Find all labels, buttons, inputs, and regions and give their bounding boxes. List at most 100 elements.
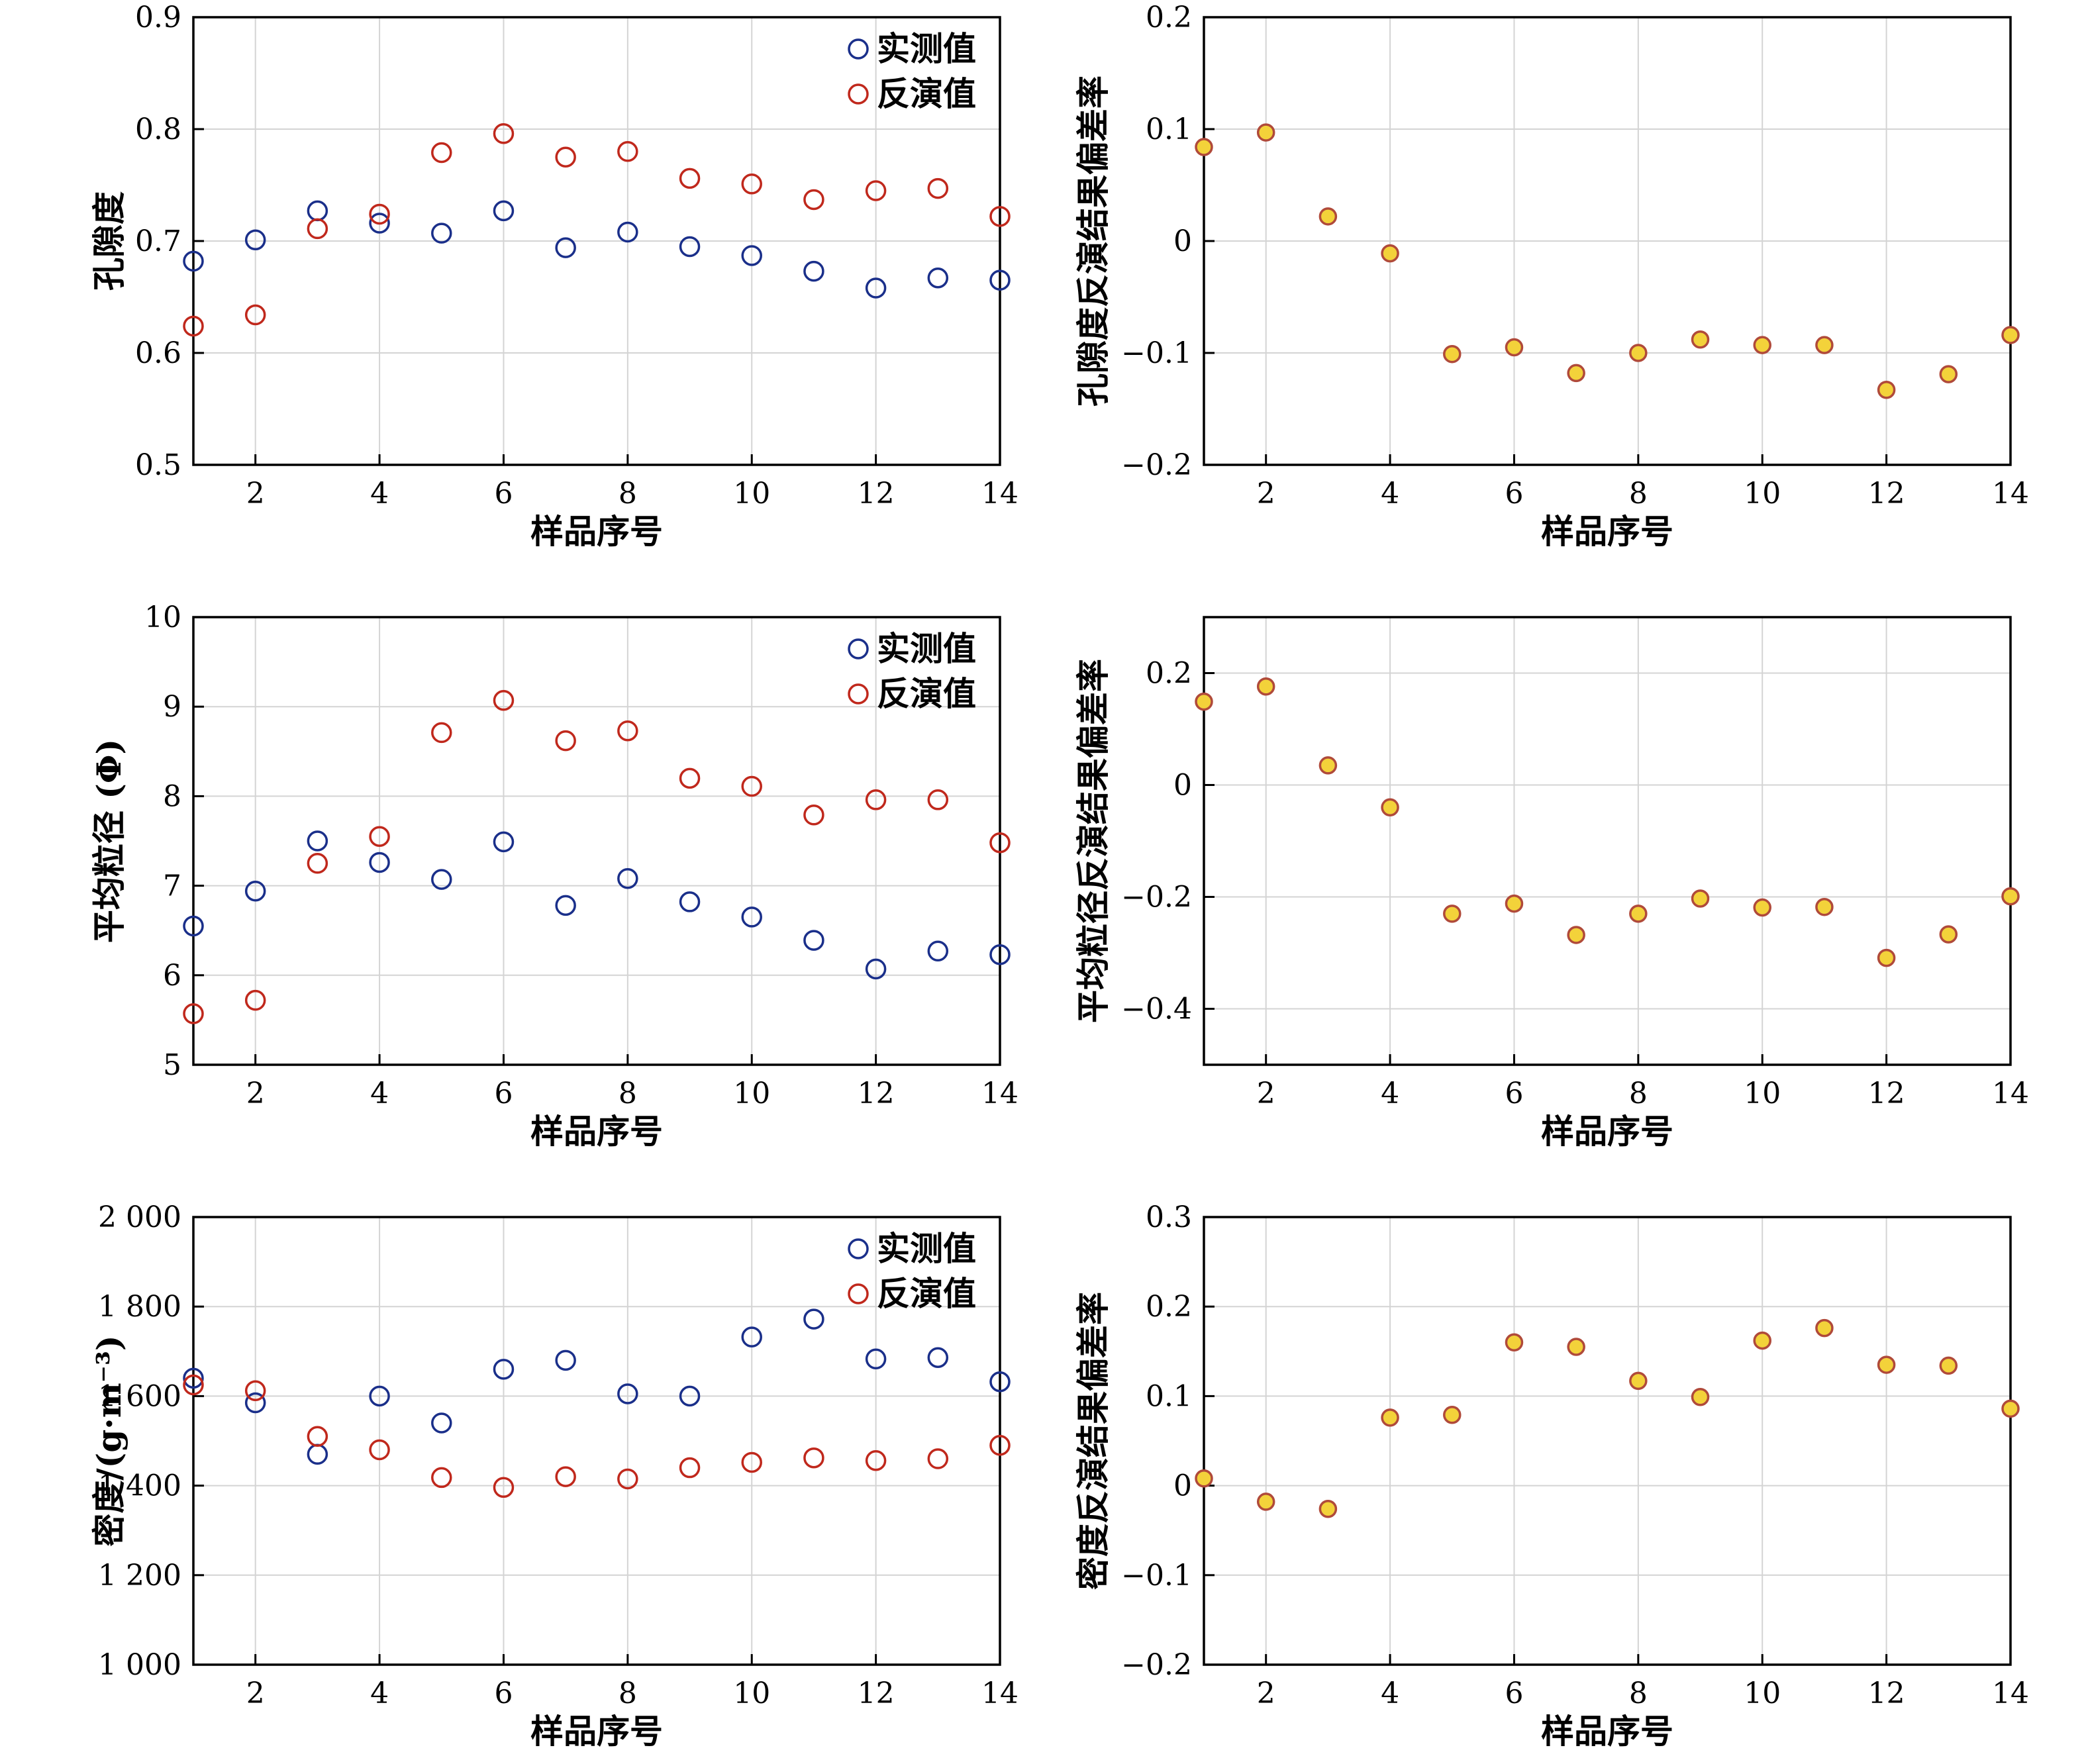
data-point: [741, 1451, 762, 1473]
y-tick-label: 0.8: [135, 113, 181, 146]
y-tick-label: 1 400: [98, 1469, 181, 1503]
data-point: [431, 142, 452, 164]
data-point: [927, 268, 949, 289]
plot-frame: [1203, 616, 2012, 1066]
data-point: [183, 1374, 204, 1396]
data-point: [555, 1349, 576, 1371]
data-point: [1815, 336, 1834, 354]
y-tick-label: 5: [163, 1048, 181, 1082]
data-point: [927, 940, 949, 962]
data-point: [369, 203, 390, 225]
data-point: [307, 200, 328, 222]
y-tick-label: 0.9: [135, 1, 181, 34]
chart-panel-4: 2 4 6 8 10 12 14 −0.4 −0.2 0 0.2 样品序号 平均粒径反演结果偏差率: [1073, 616, 2029, 1151]
data-point: [1753, 1331, 1771, 1350]
data-point: [369, 826, 390, 847]
data-point: [679, 1385, 701, 1407]
data-point: [617, 720, 638, 742]
data-point: [927, 789, 949, 810]
y-tick-label: 1 200: [98, 1559, 181, 1592]
y-tick-label: 0.6: [135, 336, 181, 370]
y-tick-label: 0: [1173, 224, 1192, 258]
x-tick-label: 6: [494, 477, 513, 511]
x-tick-label: 14: [981, 1677, 1018, 1710]
plot-frame: [192, 1216, 1001, 1666]
x-tick-label: 14: [1992, 1077, 2029, 1110]
data-point: [803, 930, 824, 951]
data-point: [431, 722, 452, 744]
y-tick-label: 0.3: [1146, 1200, 1192, 1234]
legend-label: 反演值: [877, 1274, 976, 1313]
data-point: [1256, 677, 1275, 696]
data-point: [1505, 338, 1524, 357]
legend-marker: [848, 683, 869, 705]
data-point: [183, 915, 204, 937]
x-tick-label: 2: [246, 477, 265, 511]
data-point: [493, 123, 515, 144]
legend-label: 实测值: [877, 29, 976, 68]
y-tick-label: 0.2: [1146, 657, 1192, 691]
data-point: [1629, 905, 1648, 923]
plot-frame: [1203, 1216, 2012, 1666]
data-point: [1443, 344, 1462, 364]
data-point: [307, 853, 328, 874]
data-point: [2001, 887, 2020, 906]
data-point: [1195, 1469, 1213, 1488]
data-point: [1256, 1493, 1275, 1511]
data-point: [1567, 1338, 1585, 1356]
y-tick-label: 0.2: [1146, 1290, 1192, 1324]
x-tick-label: 12: [1868, 1077, 1905, 1110]
data-point: [431, 869, 452, 890]
data-point: [244, 989, 266, 1011]
x-tick-label: 2: [246, 1677, 265, 1710]
legend-marker: [848, 83, 869, 105]
y-tick-label: 0.2: [1146, 1, 1192, 34]
data-point: [1629, 1371, 1648, 1391]
x-tick-label: 10: [1744, 1677, 1781, 1710]
data-point: [493, 1477, 515, 1498]
x-tick-label: 14: [981, 1077, 1018, 1110]
data-point: [865, 1348, 887, 1370]
data-point: [244, 1380, 266, 1402]
y-tick-label: 0.5: [135, 448, 181, 482]
data-point: [183, 250, 204, 272]
data-point: [1877, 1355, 1896, 1374]
data-point: [244, 1392, 266, 1414]
data-point: [493, 1359, 515, 1380]
y-tick-label: 7: [163, 869, 181, 903]
x-tick-label: 8: [1629, 477, 1648, 511]
x-axis-label: 样品序号: [1541, 1712, 1673, 1751]
x-tick-label: 8: [619, 1077, 637, 1110]
data-point: [1256, 123, 1275, 142]
data-point: [1815, 1318, 1834, 1338]
data-point: [493, 200, 515, 222]
legend-label: 实测值: [877, 1229, 976, 1268]
x-tick-label: 2: [1257, 1677, 1275, 1710]
data-point: [555, 895, 576, 916]
data-point: [803, 805, 824, 826]
legend-marker: [848, 638, 869, 660]
x-tick-label: 8: [619, 477, 637, 511]
data-point: [803, 1447, 824, 1469]
legend-label: 实测值: [877, 629, 976, 668]
data-point: [617, 1468, 638, 1490]
data-point: [679, 767, 701, 789]
y-tick-label: −0.2: [1121, 881, 1192, 914]
data-point: [617, 1383, 638, 1404]
y-axis-label: 密度反演结果偏差率: [1073, 1292, 1113, 1590]
data-point: [1939, 1356, 1958, 1375]
legend-label: 反演值: [877, 74, 976, 113]
x-tick-label: 12: [858, 1077, 895, 1110]
legend-marker: [848, 1283, 869, 1304]
y-tick-label: −0.1: [1121, 1559, 1192, 1592]
data-point: [679, 236, 701, 258]
data-point: [865, 789, 887, 810]
y-tick-label: 2 000: [98, 1200, 181, 1234]
data-point: [244, 304, 266, 326]
x-axis-label: 样品序号: [530, 1712, 663, 1751]
data-point: [183, 315, 204, 337]
data-point: [1505, 1333, 1524, 1352]
